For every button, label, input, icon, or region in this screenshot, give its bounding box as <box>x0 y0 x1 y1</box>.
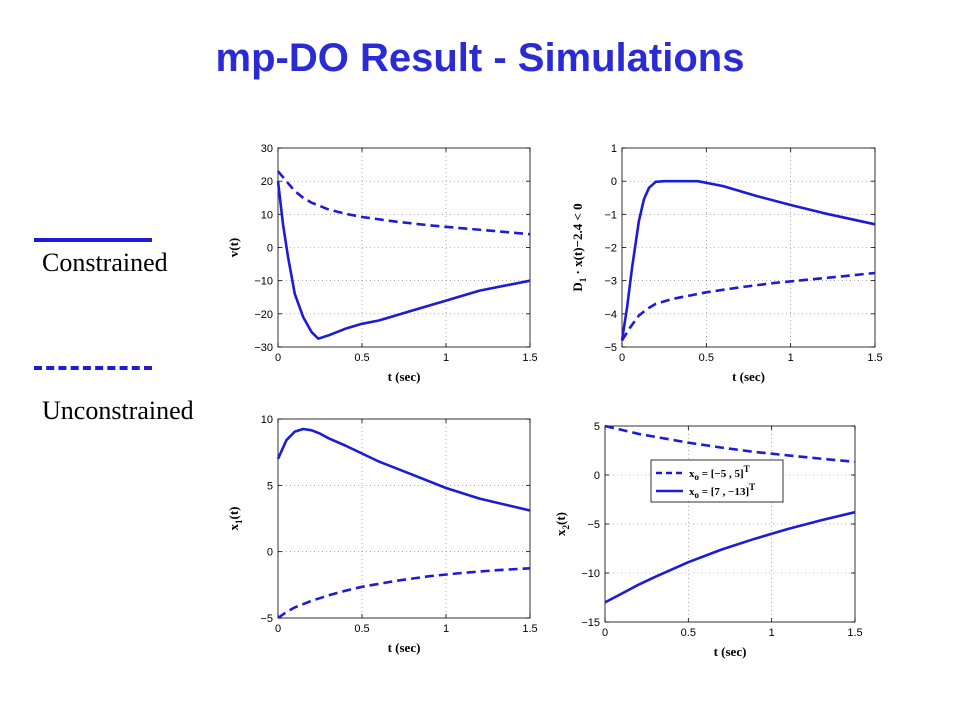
plot-v-of-t: 0 0.5 1 1.5 −30 −20 −10 0 10 20 30 t (sec) v(t) <box>226 143 538 384</box>
series-line-constrained <box>604 510 856 604</box>
y-tick-label: 30 <box>261 143 273 155</box>
y-tick-label: 10 <box>261 209 273 221</box>
x-tick-label: 0.5 <box>699 352 714 364</box>
x-tick-label: 1.5 <box>867 352 882 364</box>
constrained-line-sample <box>34 238 152 242</box>
x-tick-label: 0 <box>619 352 625 364</box>
plot-x2-of-t: 0 0.5 1 1.5 −15 −10 −5 0 5 t (sec) x2(t) xo = [−5 ,… <box>553 421 863 659</box>
x-tick-label: 0.5 <box>354 623 369 635</box>
x-axis-label: t (sec) <box>388 640 421 655</box>
x-tick-label: 0 <box>275 352 281 364</box>
x-tick-label: 1.5 <box>522 623 537 635</box>
y-tick-label: 0 <box>267 547 273 559</box>
constrained-label: Constrained <box>42 248 168 277</box>
y-tick-label: 0 <box>594 470 600 482</box>
y-tick-label: −15 <box>581 617 600 629</box>
y-tick-label: 10 <box>261 414 273 426</box>
y-tick-label: 0 <box>267 243 273 255</box>
x-tick-label: 0.5 <box>681 627 696 639</box>
x-axis-label: t (sec) <box>714 644 747 659</box>
y-tick-label: −30 <box>254 342 273 354</box>
series-line-constrained <box>276 181 531 341</box>
plot-legend-box <box>650 459 784 503</box>
x-tick-label: 1 <box>443 352 449 364</box>
plot-frame <box>621 147 876 348</box>
y-tick-label: −2 <box>604 243 617 255</box>
y-tick-label: −3 <box>604 276 617 288</box>
series-line-constrained <box>276 427 531 512</box>
y-tick-label: 0 <box>611 176 617 188</box>
plot-frame <box>277 147 531 348</box>
y-tick-label: 20 <box>261 176 273 188</box>
y-tick-label: −20 <box>254 309 273 321</box>
y-axis-label: x1(t) <box>226 507 244 531</box>
x-tick-label: 0 <box>275 623 281 635</box>
series-line-unconstrained <box>620 271 876 342</box>
series-line-unconstrained <box>277 170 531 236</box>
x-tick-label: 1.5 <box>522 352 537 364</box>
series-line-unconstrained <box>604 424 856 464</box>
x-axis-label: t (sec) <box>732 369 765 384</box>
y-axis-label: v(t) <box>226 238 241 258</box>
x-axis-label: t (sec) <box>388 369 421 384</box>
plot-constraint: 0 0.5 1 1.5 −5 −4 −3 −2 −1 0 1 t (sec) D1 · x(t)−2.4… <box>570 143 883 384</box>
y-axis-label: D1 · x(t)−2.4 < 0 <box>570 203 588 291</box>
y-tick-label: 5 <box>594 421 600 433</box>
y-tick-label: 1 <box>611 143 617 155</box>
y-tick-label: −10 <box>581 568 600 580</box>
slide-title: mp-DO Result - Simulations <box>215 36 745 80</box>
y-tick-label: −4 <box>604 309 617 321</box>
y-axis-label: x2(t) <box>553 512 571 536</box>
series-line-constrained <box>620 179 876 341</box>
x-tick-label: 1 <box>769 627 775 639</box>
legend-solid-label: xo = [7 , −13]T <box>689 482 755 500</box>
x-tick-label: 1 <box>788 352 794 364</box>
y-tick-label: −1 <box>604 209 617 221</box>
series-line-unconstrained <box>277 567 531 620</box>
plot-legend: xo = [−5 , 5]Txo = [7 , −13]T <box>650 459 784 503</box>
unconstrained-label: Unconstrained <box>42 396 194 425</box>
y-tick-label: −10 <box>254 276 273 288</box>
y-tick-label: −5 <box>587 519 600 531</box>
x-tick-label: 1.5 <box>847 627 862 639</box>
unconstrained-line-sample <box>34 366 152 370</box>
x-tick-label: 1 <box>443 623 449 635</box>
y-tick-label: −5 <box>260 613 273 625</box>
x-tick-label: 0.5 <box>354 352 369 364</box>
x-tick-label: 0 <box>602 627 608 639</box>
plot-frame <box>277 418 531 619</box>
legend-dashed-label: xo = [−5 , 5]T <box>689 464 750 482</box>
y-tick-label: −5 <box>604 342 617 354</box>
y-tick-label: 5 <box>267 480 273 492</box>
